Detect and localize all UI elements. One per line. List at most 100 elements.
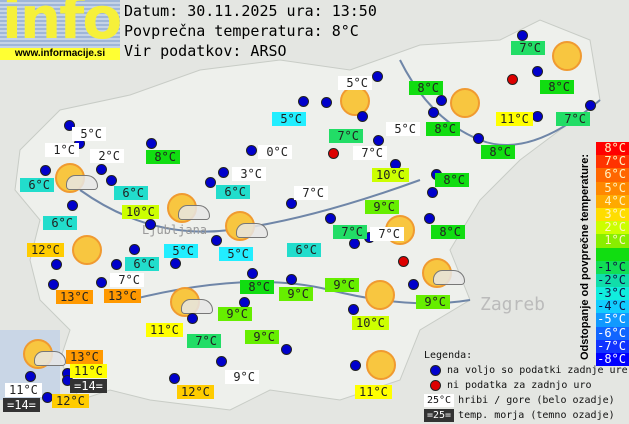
- map-label-ljubljana: Ljubljana: [142, 223, 207, 237]
- station-dot-ok[interactable]: [96, 277, 107, 288]
- station-dot-ok[interactable]: [218, 167, 229, 178]
- station-dot-ok[interactable]: [427, 187, 438, 198]
- station-temp-label: 5°C: [164, 244, 198, 258]
- station-dot-ok[interactable]: [216, 356, 227, 367]
- sun-icon: [72, 235, 102, 265]
- station-dot-ok[interactable]: [298, 96, 309, 107]
- station-dot-ok[interactable]: [170, 258, 181, 269]
- station-dot-ok[interactable]: [424, 213, 435, 224]
- station-dot-ok[interactable]: [372, 71, 383, 82]
- station-dot-ok[interactable]: [532, 66, 543, 77]
- station-temp-label: =14=: [3, 398, 40, 412]
- cloud-icon: [236, 223, 268, 238]
- station-temp-label: 6°C: [287, 243, 321, 257]
- logo-text: info: [2, 0, 120, 52]
- station-dot-ok[interactable]: [246, 145, 257, 156]
- station-temp-label: 7°C: [110, 273, 144, 287]
- station-dot-ok[interactable]: [169, 373, 180, 384]
- sun-icon: [366, 350, 396, 380]
- station-dot-ok[interactable]: [187, 313, 198, 324]
- cloud-icon: [66, 175, 98, 190]
- station-dot-ok[interactable]: [473, 133, 484, 144]
- station-dot-ok[interactable]: [408, 279, 419, 290]
- legend-mountain-sample: 25°C: [424, 394, 455, 407]
- station-dot-ok[interactable]: [585, 100, 596, 111]
- station-dot-ok[interactable]: [64, 120, 75, 131]
- station-temp-label: 11°C: [5, 383, 42, 397]
- station-dot-missing[interactable]: [328, 148, 339, 159]
- station-dot-ok[interactable]: [211, 235, 222, 246]
- sun-icon: [450, 88, 480, 118]
- legend-sea-sample: =25=: [424, 409, 455, 422]
- station-temp-label: 7°C: [294, 186, 328, 200]
- cloud-icon: [433, 270, 465, 285]
- station-temp-label: 3°C: [232, 167, 266, 181]
- station-temp-label: 6°C: [125, 257, 159, 271]
- station-temp-label: 6°C: [20, 178, 54, 192]
- station-dot-ok[interactable]: [532, 111, 543, 122]
- station-dot-ok[interactable]: [325, 213, 336, 224]
- station-temp-label: 5°C: [338, 76, 372, 90]
- scale-title: Odstopanje od povprečne temperature:: [579, 154, 591, 360]
- station-temp-label: 8°C: [481, 145, 515, 159]
- station-temp-label: 8°C: [540, 80, 574, 94]
- station-dot-ok[interactable]: [111, 259, 122, 270]
- station-temp-label: 6°C: [216, 185, 250, 199]
- station-temp-label: 5°C: [72, 127, 106, 141]
- station-temp-label: 8°C: [426, 122, 460, 136]
- station-temp-label: 13°C: [66, 350, 103, 364]
- station-dot-ok[interactable]: [348, 304, 359, 315]
- station-dot-ok[interactable]: [357, 111, 368, 122]
- scale-step: -3°C: [596, 286, 629, 301]
- station-temp-label: 8°C: [431, 225, 465, 239]
- station-temp-label: 7°C: [329, 129, 363, 143]
- station-temp-label: =14=: [70, 379, 107, 393]
- station-dot-missing[interactable]: [507, 74, 518, 85]
- station-dot-missing[interactable]: [398, 256, 409, 267]
- station-dot-ok[interactable]: [145, 219, 156, 230]
- station-dot-ok[interactable]: [67, 200, 78, 211]
- station-temp-label: 11°C: [70, 364, 107, 378]
- scale-step: 4°C: [596, 194, 629, 208]
- station-dot-ok[interactable]: [25, 371, 36, 382]
- station-temp-label: 2°C: [90, 149, 124, 163]
- station-temp-label: 10°C: [352, 316, 389, 330]
- station-dot-ok[interactable]: [51, 259, 62, 270]
- station-temp-label: 6°C: [114, 186, 148, 200]
- station-temp-label: 8°C: [435, 173, 469, 187]
- station-dot-ok[interactable]: [48, 279, 59, 290]
- station-dot-ok[interactable]: [286, 274, 297, 285]
- station-dot-ok[interactable]: [205, 177, 216, 188]
- station-temp-label: 12°C: [52, 394, 89, 408]
- station-dot-ok[interactable]: [350, 360, 361, 371]
- station-dot-ok[interactable]: [428, 107, 439, 118]
- station-dot-ok[interactable]: [146, 138, 157, 149]
- data-source: Vir podatkov: ARSO: [124, 42, 287, 60]
- station-temp-label: 7°C: [511, 41, 545, 55]
- station-dot-ok[interactable]: [96, 164, 107, 175]
- station-dot-ok[interactable]: [436, 95, 447, 106]
- station-dot-ok[interactable]: [286, 198, 297, 209]
- station-dot-ok[interactable]: [129, 244, 140, 255]
- logo[interactable]: info www.informacije.si: [0, 0, 120, 60]
- station-temp-label: 13°C: [56, 290, 93, 304]
- station-temp-label: 9°C: [279, 287, 313, 301]
- station-dot-ok[interactable]: [517, 30, 528, 41]
- station-dot-ok[interactable]: [373, 135, 384, 146]
- station-dot-ok[interactable]: [247, 268, 258, 279]
- scale-step: -7°C: [596, 339, 629, 353]
- station-dot-ok[interactable]: [281, 344, 292, 355]
- station-dot-ok[interactable]: [106, 175, 117, 186]
- station-temp-label: 11°C: [355, 385, 392, 399]
- station-temp-label: 11°C: [146, 323, 183, 337]
- legend-sea: temp. morja (temno ozadje): [458, 410, 615, 421]
- blue-dot-icon: [430, 365, 441, 376]
- logo-url[interactable]: www.informacije.si: [0, 48, 120, 60]
- station-temp-label: 7°C: [187, 334, 221, 348]
- scale-step: -5°C: [596, 313, 629, 327]
- station-dot-ok[interactable]: [321, 97, 332, 108]
- station-temp-label: 6°C: [43, 216, 77, 230]
- station-dot-ok[interactable]: [40, 165, 51, 176]
- station-dot-ok[interactable]: [349, 238, 360, 249]
